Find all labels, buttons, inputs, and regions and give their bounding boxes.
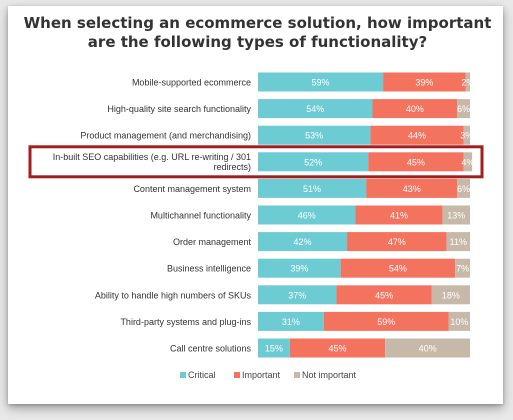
bar-segment-critical (258, 72, 384, 92)
data-label: 18% (442, 290, 460, 300)
data-label: 7% (456, 264, 469, 274)
bar-segment-critical (258, 125, 371, 145)
category-label: Third-party systems and plug-ins (120, 317, 251, 327)
bar-segment-critical (258, 152, 369, 172)
data-label: 41% (390, 211, 408, 221)
data-label: 3% (460, 131, 473, 141)
data-label: 54% (389, 264, 407, 274)
bar-segment-important (372, 99, 458, 119)
category-label: Product management (and merchandising) (80, 131, 251, 141)
data-label: 2% (461, 78, 474, 88)
bar-segment-critical (258, 99, 373, 119)
category-label: Call centre solutions (170, 344, 252, 354)
bar-segment-not-important (463, 125, 470, 145)
bar-segment-important (323, 311, 449, 331)
bar-segment-not-important (457, 178, 470, 198)
data-label: 45% (375, 290, 393, 300)
bar-segment-not-important (431, 285, 470, 305)
data-label: 52% (304, 157, 322, 167)
data-label: 46% (298, 211, 316, 221)
highlight-box (28, 145, 484, 179)
bar-segment-important (370, 125, 464, 145)
data-label: 11% (450, 237, 467, 247)
data-label: 45% (328, 344, 346, 354)
data-label: 13% (447, 211, 465, 221)
bar-segment-important (383, 72, 466, 92)
data-label: 43% (403, 184, 421, 194)
category-label: High-quality site search functionality (107, 104, 251, 114)
legend-label: Important (242, 370, 281, 380)
data-label: 39% (415, 78, 433, 88)
legend-label: Not important (302, 370, 357, 380)
data-label: 4% (461, 157, 474, 167)
legend-swatch (234, 372, 240, 378)
data-label: 44% (408, 131, 426, 141)
bar-segment-critical (258, 232, 348, 252)
bar-segment-critical (258, 311, 324, 331)
category-label: Business intelligence (167, 264, 251, 274)
bar-segment-not-important (446, 232, 470, 252)
bar-segment-critical (258, 205, 356, 225)
bar-segment-critical (258, 258, 341, 278)
data-label: 37% (288, 290, 306, 300)
bar-segment-important (366, 178, 458, 198)
legend-label: Critical (188, 370, 216, 380)
bar-segment-not-important (457, 99, 470, 119)
bar-segment-not-important (448, 311, 470, 331)
category-label: In-built SEO capabilities (e.g. URL re-w… (53, 152, 251, 172)
legend-swatch (294, 372, 300, 378)
bar-segment-critical (258, 178, 367, 198)
bar-segment-important (340, 258, 456, 278)
bar-segment-not-important (463, 152, 473, 172)
category-label: Content management system (133, 184, 251, 194)
data-label: 40% (406, 104, 424, 114)
category-label: Mobile-supported ecommerce (132, 78, 251, 88)
bar-segment-important (347, 232, 447, 252)
bar-segment-not-important (385, 338, 470, 358)
chart-title: When selecting an ecommerce solution, ho… (23, 14, 492, 51)
data-label: 47% (388, 237, 406, 247)
data-label: 10% (450, 317, 468, 327)
bar-segment-not-important (442, 205, 470, 225)
chart-card: When selecting an ecommerce solution, ho… (8, 6, 503, 404)
data-label: 59% (377, 317, 395, 327)
bar-segment-important (355, 205, 443, 225)
data-label: 51% (303, 184, 321, 194)
data-label: 45% (407, 157, 425, 167)
bar-segment-not-important (465, 72, 470, 92)
legend-swatch (180, 372, 186, 378)
bar-segment-important (368, 152, 464, 172)
data-label: 31% (282, 317, 300, 327)
data-label: 40% (419, 344, 437, 354)
data-label: 39% (290, 264, 308, 274)
bar-segment-critical (258, 285, 337, 305)
data-label: 53% (305, 131, 323, 141)
bar-segment-not-important (455, 258, 470, 278)
category-label: Multichannel functionality (150, 211, 251, 221)
data-label: 15% (265, 344, 283, 354)
category-label: Ability to handle high numbers of SKUs (95, 290, 252, 300)
data-label: 42% (294, 237, 312, 247)
data-label: 54% (306, 104, 324, 114)
category-label: Order management (173, 237, 252, 247)
bar-segment-important (336, 285, 432, 305)
stacked-bar-chart: Mobile-supported ecommerce 59% 39% 2% High-q… (28, 72, 484, 380)
bar-segment-critical (258, 338, 290, 358)
data-label: 6% (457, 184, 470, 194)
data-label: 59% (312, 78, 330, 88)
data-label: 6% (457, 104, 470, 114)
bar-segment-important (289, 338, 386, 358)
